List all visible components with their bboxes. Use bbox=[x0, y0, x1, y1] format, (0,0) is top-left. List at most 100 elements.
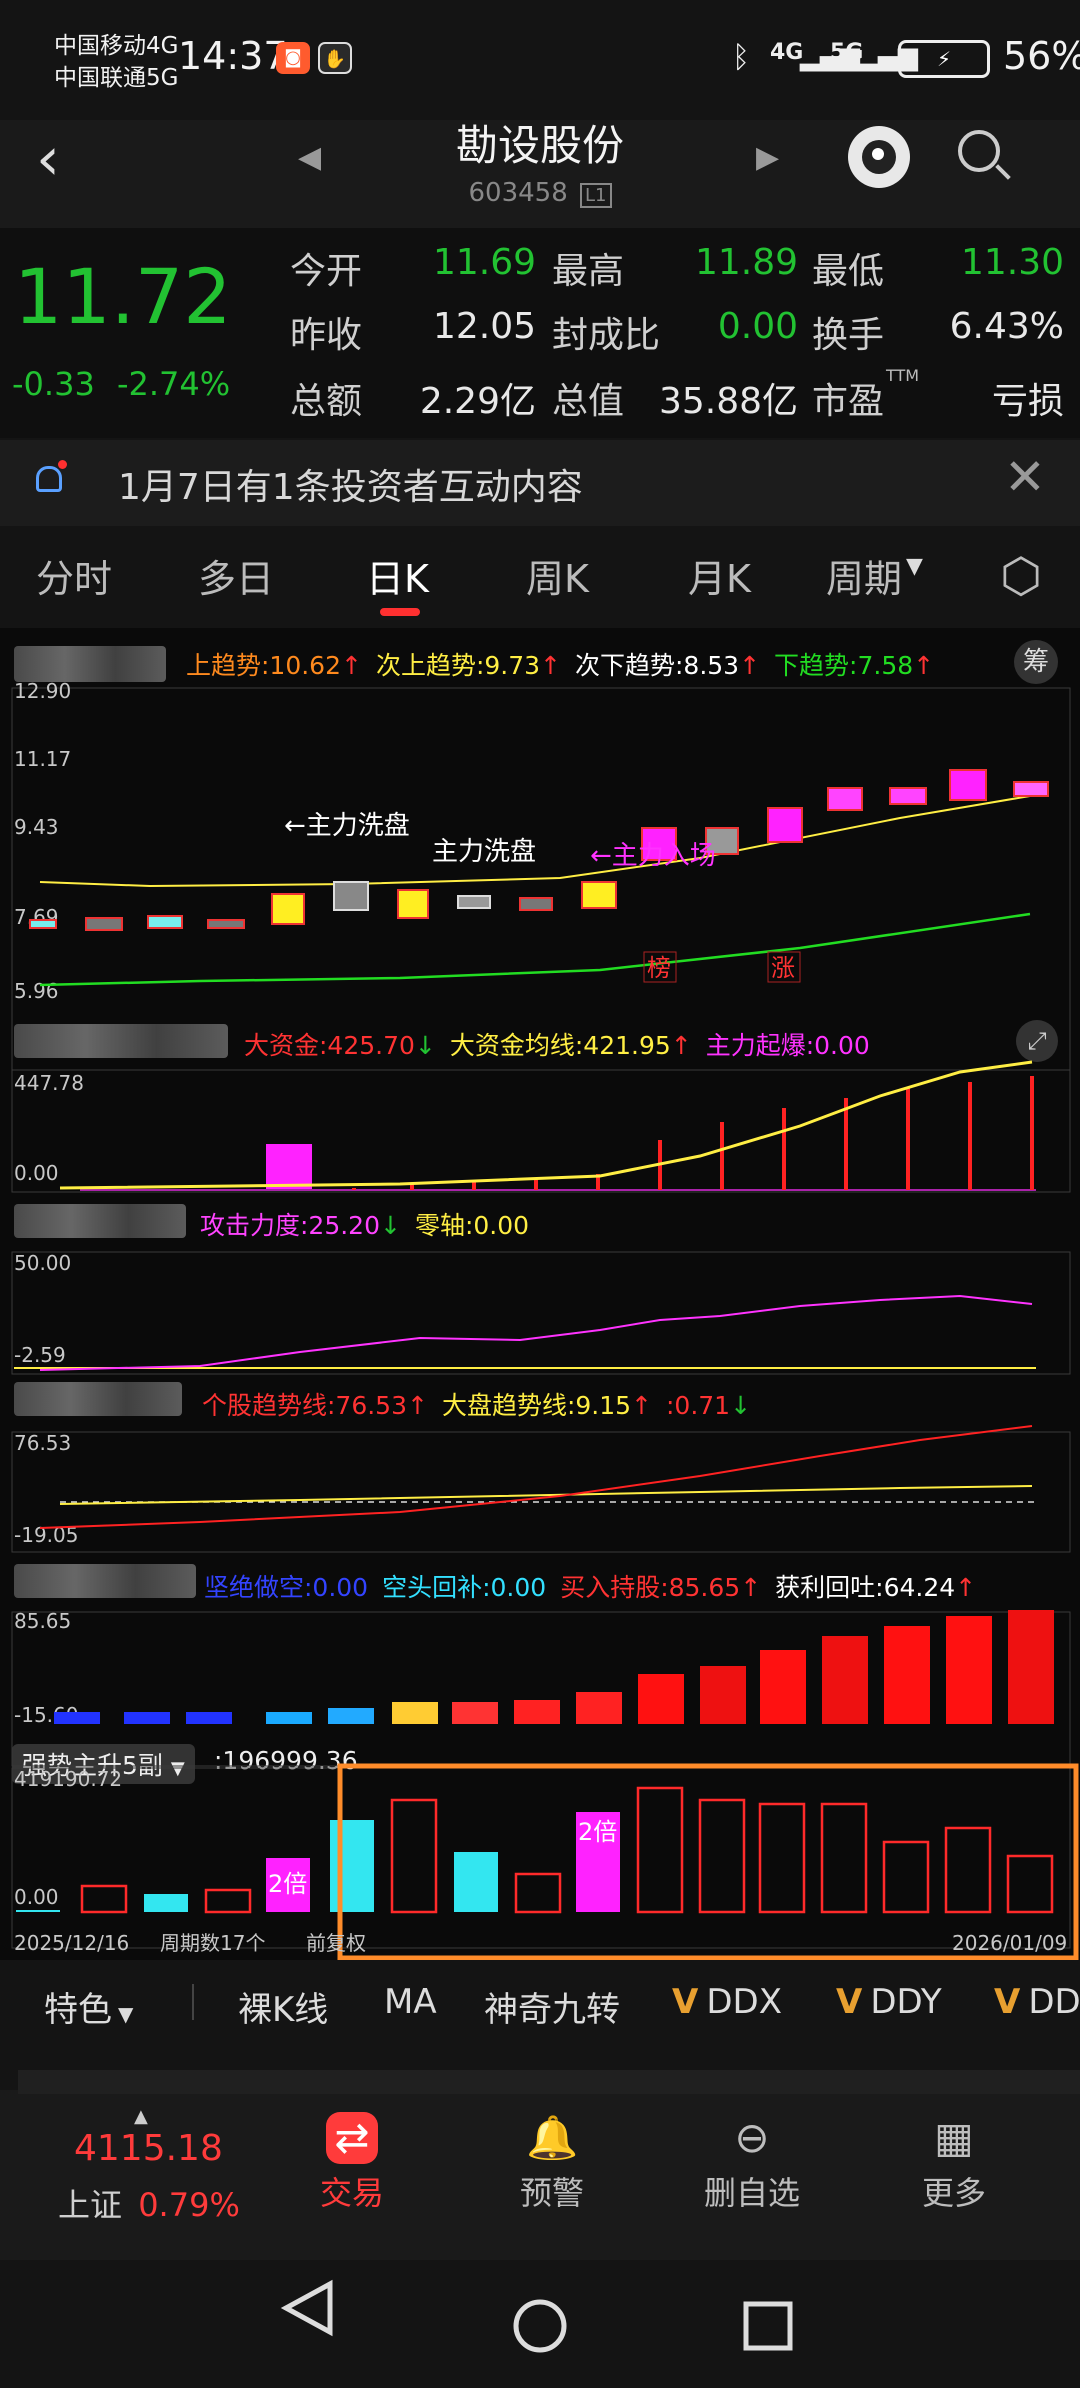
legend-arrow: ↑ bbox=[955, 1573, 977, 1602]
index-change-line[interactable]: 上证 0.79% bbox=[58, 2180, 240, 2226]
dock-item-label: 预警 bbox=[519, 2174, 584, 2212]
bottom-dock bbox=[0, 2090, 1080, 2260]
candlestick[interactable] bbox=[333, 881, 369, 911]
tab-4[interactable]: 月K bbox=[688, 557, 751, 601]
dock-item-3[interactable]: ▦ 更多 bbox=[904, 2112, 1004, 2214]
stock-name: 勘设股份 bbox=[455, 121, 624, 170]
candlestick[interactable] bbox=[949, 769, 987, 801]
price-tag-box bbox=[767, 951, 801, 983]
candlestick[interactable] bbox=[147, 915, 183, 929]
candlestick[interactable] bbox=[29, 919, 57, 929]
prev-stock-icon[interactable]: ◀ bbox=[298, 140, 322, 175]
price-tag: 涨 bbox=[771, 954, 795, 982]
panel-frame bbox=[11, 1251, 1071, 1375]
candlestick[interactable] bbox=[827, 787, 863, 811]
hidden-scroll-row bbox=[18, 2070, 1080, 2094]
candlestick[interactable] bbox=[85, 917, 123, 931]
y-axis-label: 5.96 bbox=[14, 979, 59, 1003]
footer-end-date: 2026/01/09 bbox=[952, 1931, 1067, 1955]
indicator-tab-label: DD bbox=[1028, 1982, 1080, 2022]
notice-bar[interactable] bbox=[0, 440, 1080, 526]
footer-start-date: 2025/12/16 bbox=[14, 1931, 129, 1955]
strength-bar bbox=[144, 1894, 188, 1912]
robot-assistant-icon[interactable] bbox=[848, 126, 910, 188]
back-arrow-icon[interactable]: ‹ bbox=[36, 124, 60, 194]
index-value[interactable]: 4115.18 bbox=[74, 2128, 223, 2169]
y-axis-label: 12.90 bbox=[14, 679, 71, 703]
upper-trend-line bbox=[39, 795, 1031, 888]
strength-bar bbox=[514, 1872, 562, 1914]
quote-label: 市盈 bbox=[812, 381, 885, 422]
capital-ma-line bbox=[59, 1060, 1033, 1190]
dock-item-1[interactable]: 🔔 预警 bbox=[502, 2112, 602, 2214]
clock: 14:37 bbox=[178, 34, 288, 78]
bluetooth-icon: ᛒ bbox=[732, 40, 750, 75]
dock-item-2[interactable]: ⊖ 删自选 bbox=[702, 2112, 802, 2214]
stock-code-line: 603458 L1 bbox=[0, 178, 1080, 208]
indicator-tab-4[interactable]: V DDX bbox=[672, 1982, 782, 2022]
tab-2[interactable]: 日K bbox=[366, 557, 429, 601]
close-icon[interactable]: ✕ bbox=[1004, 448, 1046, 506]
tab-1[interactable]: 多日 bbox=[198, 557, 275, 601]
notice-text: 1月7日有1条投资者互动内容 bbox=[118, 467, 583, 508]
candlestick[interactable] bbox=[889, 787, 927, 805]
settings-hexagon-icon[interactable]: ⬡ bbox=[1000, 548, 1042, 604]
strength-bar bbox=[454, 1852, 498, 1912]
indicator-tab-6[interactable]: V DD bbox=[994, 1982, 1080, 2022]
gradient-bar bbox=[328, 1708, 374, 1724]
indicator-tab-0[interactable]: 特色 ▼ bbox=[44, 1982, 133, 2031]
candlestick[interactable] bbox=[397, 889, 429, 919]
indicator-tab-1[interactable]: 裸K线 bbox=[238, 1982, 328, 2031]
quote-label: 昨收 bbox=[290, 315, 363, 356]
candlestick[interactable] bbox=[457, 895, 491, 909]
candlestick[interactable] bbox=[581, 881, 617, 909]
dropdown-icon[interactable]: ▼ bbox=[906, 554, 923, 579]
chart-area[interactable] bbox=[0, 628, 1080, 1960]
period-tabs bbox=[0, 528, 1080, 628]
up-caret-icon: ▲ bbox=[134, 2106, 148, 2127]
market-trend-line bbox=[59, 1485, 1033, 1505]
price-tag: 榜 bbox=[647, 954, 671, 982]
candlestick[interactable] bbox=[519, 897, 553, 911]
strength-bar bbox=[16, 1910, 60, 1912]
indicator-tab-2[interactable]: MA bbox=[384, 1982, 437, 2022]
gradient-bar bbox=[884, 1626, 930, 1724]
y-axis-label: 0.00 bbox=[14, 1885, 59, 1909]
legend-arrow: ↑ bbox=[540, 651, 561, 680]
annotation-main-entry: ←主力入场 bbox=[590, 841, 716, 871]
indicator-tab-label: 裸K线 bbox=[238, 1990, 329, 2030]
candlestick[interactable] bbox=[767, 807, 803, 843]
dock-item-0[interactable]: ⇄ 交易 bbox=[302, 2112, 402, 2214]
legend-item: :0.71↓ bbox=[666, 1391, 752, 1420]
legend-arrow: ↓ bbox=[414, 1031, 436, 1060]
legend-arrow: ↑ bbox=[913, 651, 935, 680]
panel-frame bbox=[11, 1431, 1071, 1553]
chip-button[interactable]: 筹 bbox=[1014, 640, 1058, 684]
tab-3[interactable]: 周K bbox=[526, 557, 589, 601]
legend-item: 大资金均线:421.95↑ bbox=[449, 1031, 692, 1060]
indicator-tab-label: 神奇九转 bbox=[484, 1990, 620, 2030]
candlestick[interactable] bbox=[705, 827, 739, 855]
candlestick[interactable] bbox=[641, 827, 677, 861]
legend-arrow: ↑ bbox=[740, 1573, 762, 1602]
indicator-tab-5[interactable]: V DDY bbox=[836, 1982, 942, 2022]
candlestick[interactable] bbox=[207, 919, 245, 929]
strength-bar bbox=[944, 1826, 992, 1914]
next-stock-icon[interactable]: ▶ bbox=[756, 140, 780, 175]
stock-code: 603458 bbox=[468, 178, 568, 208]
dock-item-label: 删自选 bbox=[703, 2174, 800, 2212]
sub1-legend: 大资金:425.70↓ 大资金均线:421.95↑ 主力起爆:0.00 bbox=[244, 1026, 884, 1062]
legend-item: 攻击力度:25.20↓ bbox=[200, 1211, 401, 1240]
gradient-bar bbox=[1008, 1610, 1054, 1724]
candlestick[interactable] bbox=[1013, 781, 1049, 797]
candlestick[interactable] bbox=[271, 893, 305, 925]
tab-5[interactable]: 周期 bbox=[826, 557, 903, 601]
strength-bar bbox=[636, 1786, 684, 1914]
expand-icon[interactable]: ⤢ bbox=[1016, 1020, 1058, 1062]
search-icon[interactable] bbox=[958, 130, 1011, 182]
indicator-tab-3[interactable]: 神奇九转 bbox=[484, 1982, 620, 2031]
quote-value: 35.88亿 bbox=[658, 381, 798, 422]
tab-0[interactable]: 分时 bbox=[36, 557, 113, 601]
footer-adjust-mode: 前复权 bbox=[306, 1931, 366, 1955]
